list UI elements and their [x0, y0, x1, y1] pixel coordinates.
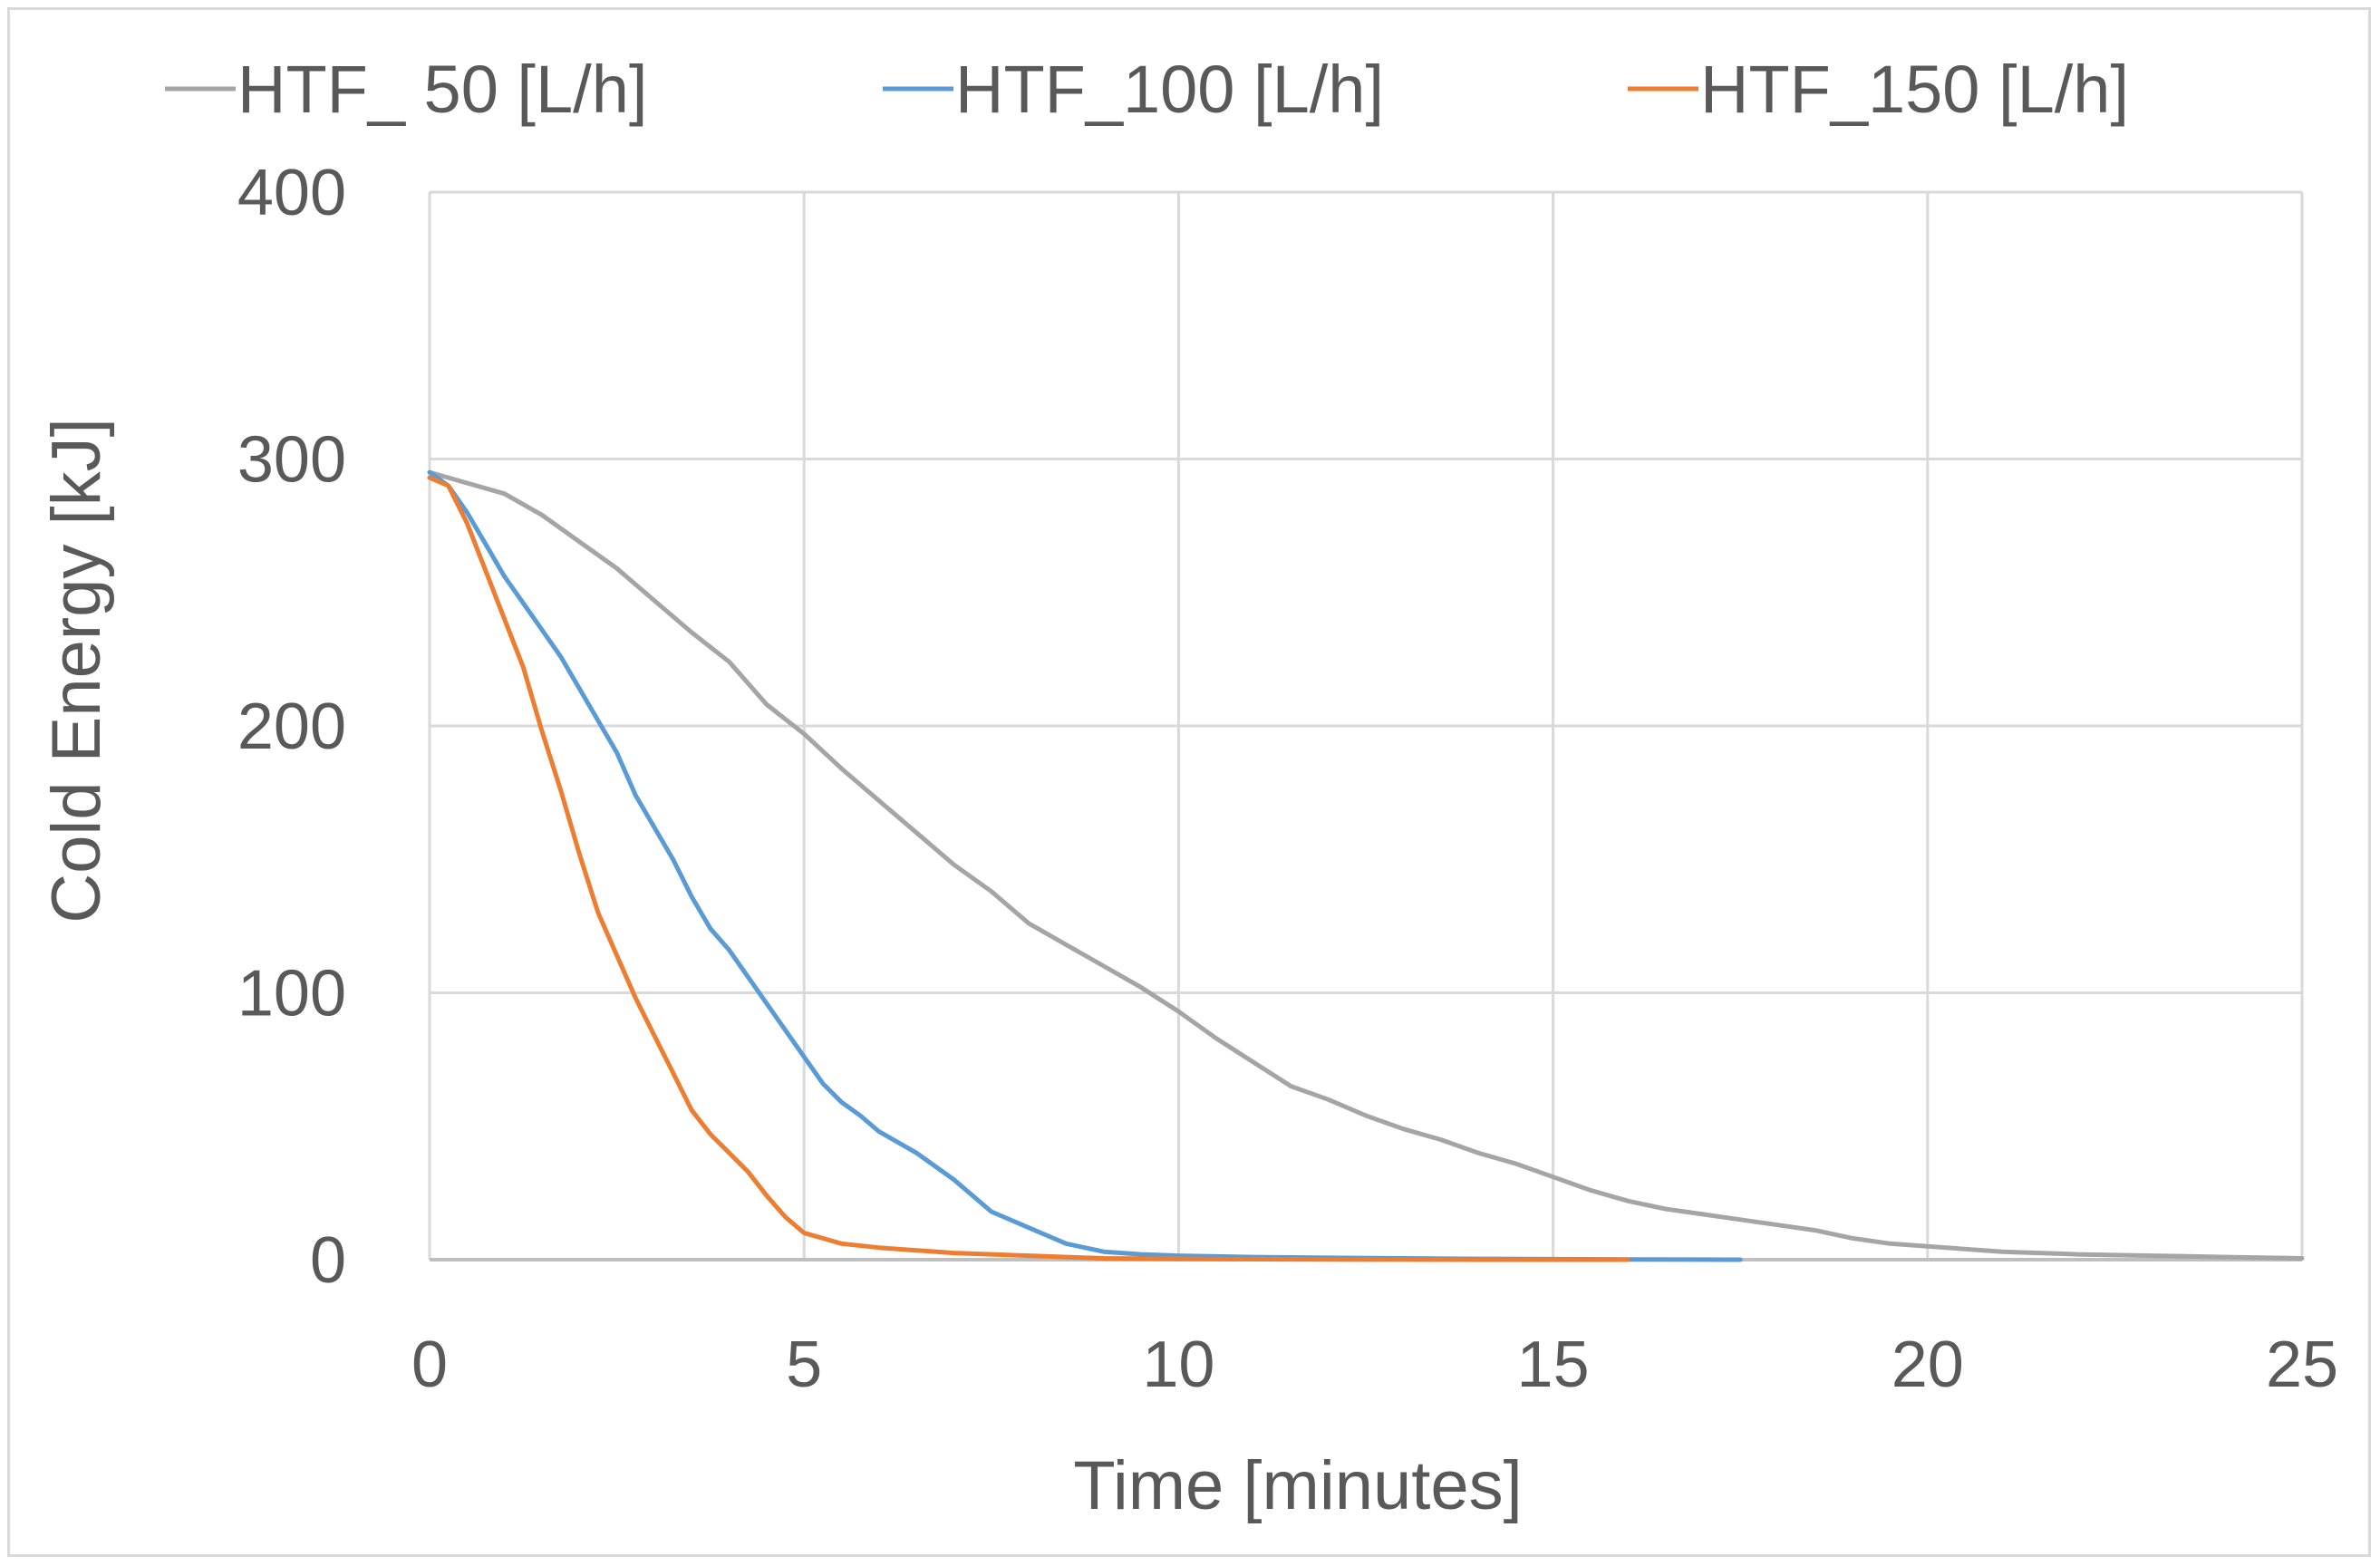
y-tick-label: 300: [237, 424, 346, 497]
y-tick-label: 100: [237, 958, 346, 1030]
chart-frame: [7, 7, 2371, 1557]
y-tick-label: 200: [237, 691, 346, 763]
series-lines: [427, 469, 2305, 1262]
x-tick-label: 10: [1142, 1329, 1214, 1401]
legend-label-2: HTF_100 [L/h]: [955, 52, 1384, 127]
x-tick-label: 0: [411, 1329, 448, 1401]
legend: HTF_ 50 [L/h] HTF_100 [L/h] HTF_150 [L/h]: [165, 52, 2129, 127]
legend-label-1: HTF_ 50 [L/h]: [237, 52, 647, 127]
x-tick-label: 20: [1891, 1329, 1964, 1401]
y-axis-title: Cold Energy [kJ]: [38, 418, 115, 923]
legend-label-3: HTF_150 [L/h]: [1700, 52, 2129, 127]
x-tick-label: 5: [786, 1329, 822, 1401]
series-line-2: [427, 469, 1743, 1262]
series-line-3: [427, 475, 1630, 1262]
gridlines: [428, 190, 2304, 1260]
x-tick-label: 15: [1517, 1329, 1590, 1401]
x-axis-title: Time [minutes]: [1073, 1447, 1523, 1524]
y-tick-label: 400: [237, 157, 346, 229]
tick-labels: 0 5 10 15 20 25 0 100 200 300 400: [237, 157, 2338, 1401]
y-tick-label: 0: [310, 1224, 346, 1297]
x-tick-label: 25: [2266, 1329, 2338, 1401]
series-line-1: [427, 469, 2305, 1261]
